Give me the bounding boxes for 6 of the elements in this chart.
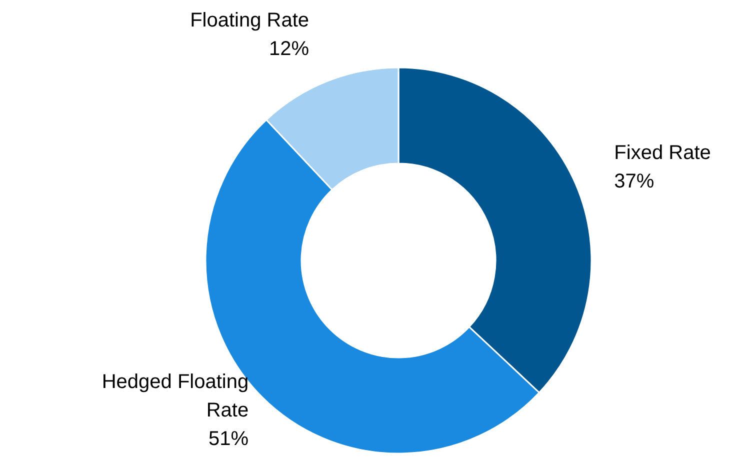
data-label: 51% <box>208 428 249 450</box>
slice-label: Hedged Floating Rate <box>102 370 249 422</box>
data-label: 12% <box>269 38 310 60</box>
slice-label: Fixed Rate <box>614 142 711 164</box>
data-label: 37% <box>614 170 654 192</box>
slice-label: Floating Rate <box>190 9 310 32</box>
